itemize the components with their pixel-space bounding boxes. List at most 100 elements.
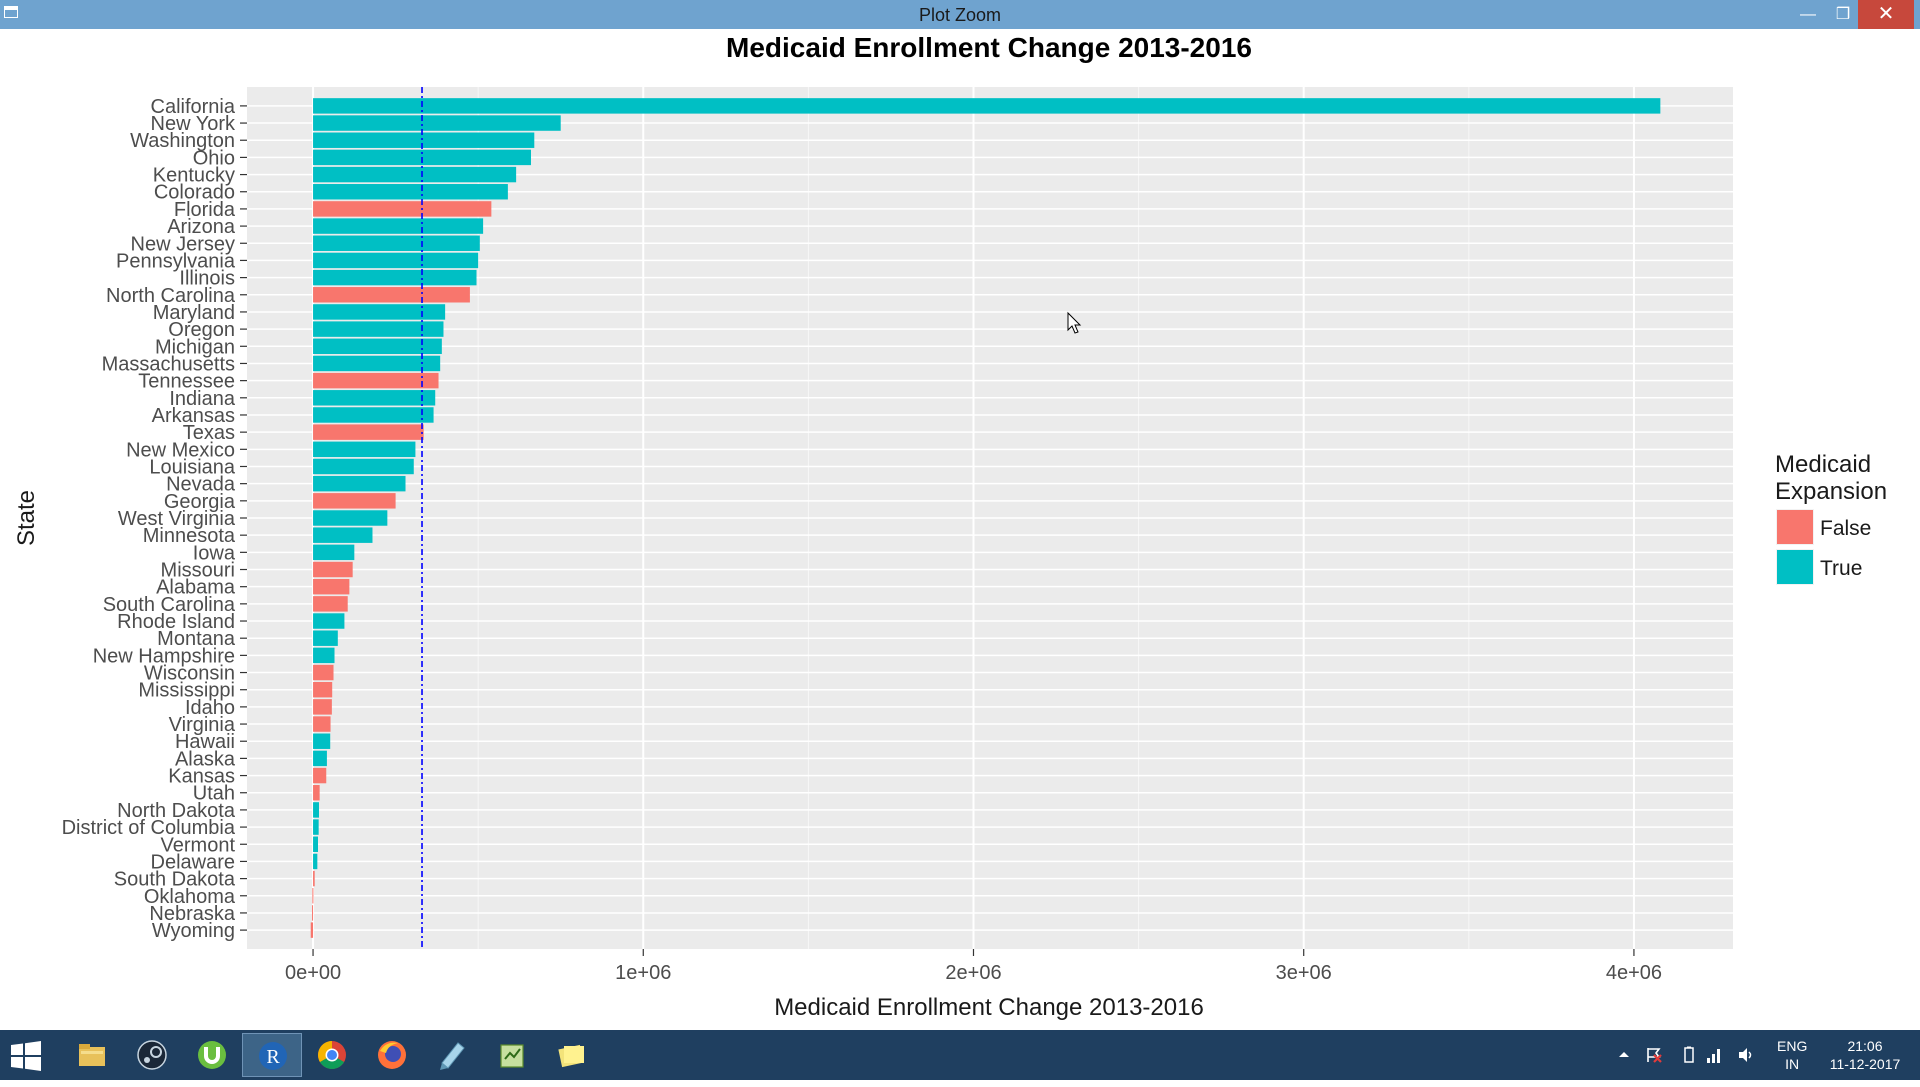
bar-pennsylvania bbox=[313, 252, 479, 269]
bar-new-hampshire bbox=[313, 647, 335, 664]
taskbar-app-sticky-notes[interactable] bbox=[542, 1033, 602, 1077]
x-tick-label: 0e+00 bbox=[285, 962, 341, 984]
minimize-button[interactable]: — bbox=[1800, 6, 1816, 23]
bar-south-carolina bbox=[313, 596, 348, 612]
language-code: ENG bbox=[1777, 1038, 1808, 1054]
system-clock[interactable]: 21:06 11-12-2017 bbox=[1820, 1037, 1910, 1087]
windows-start-icon[interactable] bbox=[10, 1040, 42, 1072]
y-axis-label: State bbox=[13, 490, 40, 546]
bar-new-york bbox=[313, 115, 561, 131]
editor-icon bbox=[500, 1044, 524, 1068]
bar-iowa bbox=[313, 544, 355, 561]
y-tick-label: New Hampshire bbox=[93, 645, 235, 667]
bar-florida bbox=[313, 201, 492, 217]
taskbar-app-notepad[interactable] bbox=[422, 1033, 482, 1077]
y-tick-label: Vermont bbox=[161, 834, 236, 856]
bar-alabama bbox=[313, 578, 350, 595]
y-tick-label: North Dakota bbox=[117, 800, 236, 822]
y-tick-label: Alabama bbox=[156, 577, 236, 599]
network-signal-icon[interactable] bbox=[1705, 1046, 1723, 1064]
x-tick-label: 3e+06 bbox=[1276, 962, 1332, 984]
taskbar-app-steam[interactable] bbox=[122, 1033, 182, 1077]
bar-michigan bbox=[313, 338, 442, 355]
y-tick-label: District of Columbia bbox=[62, 817, 236, 839]
y-tick-label: Virginia bbox=[169, 714, 236, 736]
x-tick-label: 1e+06 bbox=[615, 962, 671, 984]
y-tick-label: Tennessee bbox=[138, 371, 235, 393]
y-tick-label: Colorado bbox=[154, 182, 235, 204]
taskbar-app-r[interactable]: R bbox=[242, 1033, 302, 1077]
bar-rhode-island bbox=[313, 613, 345, 629]
y-tick-label: West Virginia bbox=[118, 508, 236, 530]
y-tick-label: Idaho bbox=[185, 697, 235, 719]
firefox-icon bbox=[378, 1041, 406, 1069]
bar-wisconsin bbox=[313, 664, 334, 681]
taskbar-app-editor[interactable] bbox=[482, 1033, 542, 1077]
close-button[interactable]: ✕ bbox=[1858, 0, 1914, 29]
legend: Medicaid Expansion False True bbox=[1775, 451, 1887, 585]
bar-georgia bbox=[313, 493, 396, 509]
bar-illinois bbox=[313, 269, 477, 286]
grid-lines bbox=[247, 87, 1733, 949]
maximize-button[interactable]: ❒ bbox=[1835, 6, 1851, 23]
y-tick-label: Arkansas bbox=[152, 405, 235, 427]
utorrent-icon bbox=[198, 1041, 226, 1069]
bar-indiana bbox=[313, 390, 436, 406]
action-center-flag-icon[interactable] bbox=[1645, 1046, 1663, 1064]
legend-title-line-1: Medicaid bbox=[1775, 451, 1871, 478]
y-tick-label: Nevada bbox=[166, 474, 236, 496]
volume-icon[interactable] bbox=[1737, 1046, 1755, 1064]
bar-arkansas bbox=[313, 407, 434, 423]
y-tick-label: California bbox=[151, 96, 236, 118]
bar-north-carolina bbox=[313, 287, 470, 303]
taskbar-app-firefox[interactable] bbox=[362, 1033, 422, 1077]
y-tick-label: Utah bbox=[193, 783, 235, 805]
y-tick-label: Ohio bbox=[193, 147, 235, 169]
y-tick-label: Indiana bbox=[169, 388, 235, 410]
bar-vermont bbox=[313, 836, 318, 852]
legend-label-false: False bbox=[1820, 517, 1871, 540]
bar-maryland bbox=[313, 304, 446, 320]
bar-kansas bbox=[313, 767, 327, 784]
y-tick-label: Wyoming bbox=[152, 920, 235, 942]
bar-west-virginia bbox=[313, 510, 388, 526]
bar-alaska bbox=[313, 750, 327, 767]
x-tick-label: 4e+06 bbox=[1606, 962, 1662, 984]
bar-tennessee bbox=[313, 372, 439, 389]
clock-date: 11-12-2017 bbox=[1829, 1056, 1901, 1072]
bar-mississippi bbox=[313, 681, 333, 698]
taskbar-app-chrome[interactable] bbox=[302, 1033, 362, 1077]
y-tick-label: Oregon bbox=[168, 319, 235, 341]
language-indicator[interactable]: ENG IN bbox=[1777, 1037, 1807, 1087]
y-tick-label: Montana bbox=[157, 628, 236, 650]
y-tick-label: Texas bbox=[183, 422, 235, 444]
window-title: Plot Zoom bbox=[918, 5, 1002, 25]
y-tick-label: New Mexico bbox=[126, 439, 235, 461]
medicaid-chart: Medicaid Enrollment Change 2013-2016 Cal… bbox=[13, 32, 1887, 1021]
bar-district-of-columbia bbox=[313, 819, 319, 835]
legend-key-false bbox=[1777, 510, 1813, 544]
r-icon: R bbox=[259, 1042, 287, 1070]
taskbar: R ENG IN 21:06 11-12-2017 bbox=[0, 1030, 1920, 1080]
x-tick-label: 2e+06 bbox=[945, 962, 1001, 984]
y-tick-label: Oklahoma bbox=[144, 886, 236, 908]
bar-new-mexico bbox=[313, 441, 416, 458]
taskbar-app-utorrent[interactable] bbox=[182, 1033, 242, 1077]
taskbar-app-folder[interactable] bbox=[62, 1033, 122, 1077]
bar-oregon bbox=[313, 321, 444, 337]
battery-icon[interactable] bbox=[1680, 1046, 1698, 1064]
y-tick-label: Delaware bbox=[151, 851, 235, 873]
bar-nevada bbox=[313, 475, 406, 492]
folder-icon bbox=[79, 1044, 105, 1066]
bar-idaho bbox=[313, 699, 332, 715]
y-tick-label: New York bbox=[151, 113, 236, 135]
y-tick-label: South Carolina bbox=[103, 594, 236, 616]
legend-label-true: True bbox=[1820, 557, 1862, 580]
show-hidden-icons-icon[interactable] bbox=[1615, 1046, 1633, 1064]
bar-hawaii bbox=[313, 733, 331, 749]
y-tick-label: Illinois bbox=[179, 268, 235, 290]
bar-south-dakota bbox=[313, 870, 315, 887]
y-tick-label: Pennsylvania bbox=[116, 250, 236, 272]
bar-oklahoma bbox=[312, 888, 314, 904]
